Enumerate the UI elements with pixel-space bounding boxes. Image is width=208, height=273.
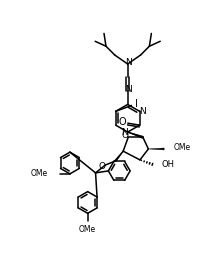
Text: N: N (125, 58, 132, 67)
Text: N: N (121, 127, 128, 136)
Text: OH: OH (162, 160, 175, 169)
Text: OMe: OMe (174, 144, 191, 153)
Text: I: I (135, 99, 138, 109)
Text: O: O (99, 162, 106, 171)
Text: N: N (125, 85, 132, 94)
Polygon shape (128, 132, 143, 138)
Text: O: O (118, 117, 126, 127)
Text: OMe: OMe (79, 225, 96, 234)
Text: N: N (139, 107, 146, 116)
Text: OMe: OMe (31, 169, 48, 178)
Text: O: O (122, 131, 129, 140)
Polygon shape (115, 151, 123, 162)
Polygon shape (148, 148, 164, 150)
